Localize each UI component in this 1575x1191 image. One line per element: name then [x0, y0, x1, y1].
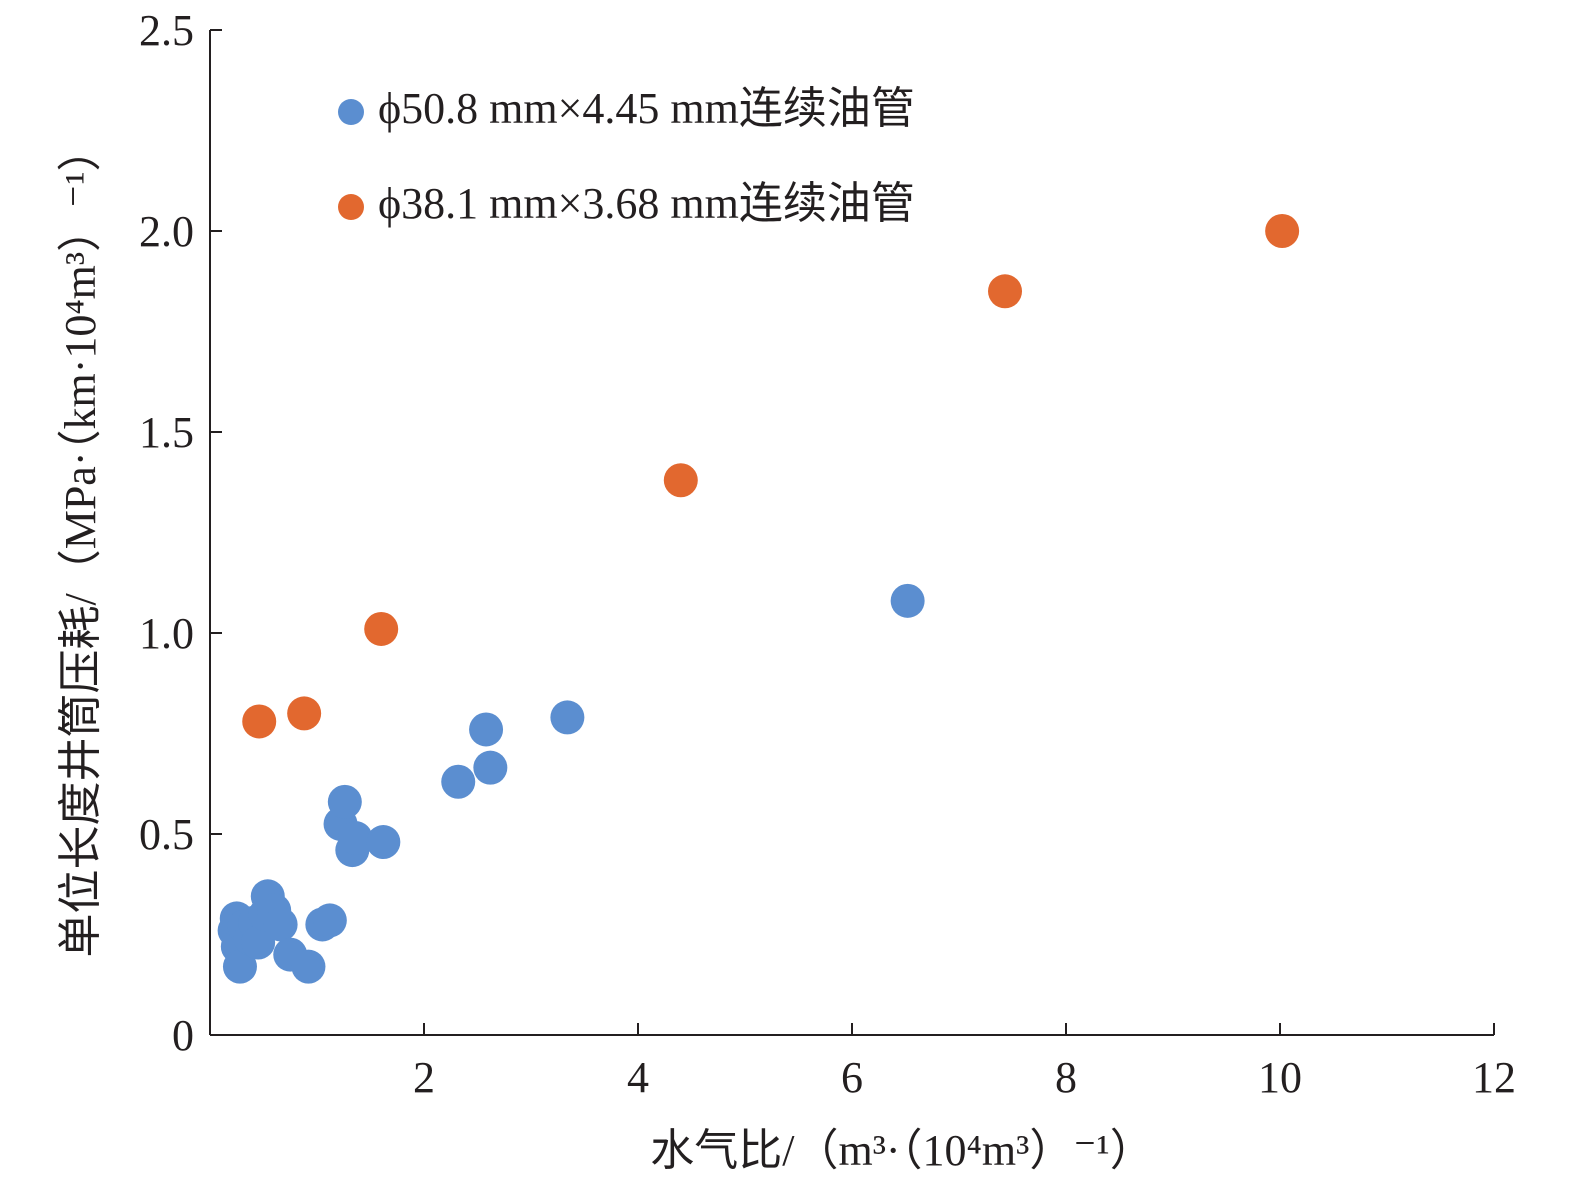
legend: ϕ50.8 mm×4.45 mm连续油管 ϕ38.1 mm×3.68 mm连续油管 [338, 84, 915, 228]
y-tick-label: 2.5 [139, 6, 194, 55]
x-tick-label: 4 [627, 1053, 649, 1102]
axis-titles: 水气比/（m³·（10⁴m³）⁻¹） 单位长度井筒压耗/（MPa·（km·10⁴m… [56, 127, 1154, 1175]
data-point-series-2 [663, 463, 698, 498]
data-point-series-1 [327, 784, 362, 819]
y-tick-label: 1.5 [139, 408, 194, 457]
data-point-series-2 [1265, 214, 1300, 248]
x-tick-label: 12 [1472, 1053, 1516, 1102]
legend-label-series-1: ϕ50.8 mm×4.45 mm连续油管 [378, 84, 915, 133]
data-point-series-1 [338, 821, 373, 856]
data-points [217, 214, 1300, 984]
legend-marker-series-1 [338, 99, 364, 125]
ticks: 0 0.5 1.0 1.5 2.0 2.5 2 4 6 8 10 12 [139, 6, 1516, 1102]
x-tick-label: 10 [1258, 1053, 1302, 1102]
data-point-series-1 [291, 949, 326, 984]
y-axis-title: 单位长度井筒压耗/（MPa·（km·10⁴m³）⁻¹） [56, 127, 105, 957]
legend-marker-series-2 [338, 194, 364, 220]
data-point-series-1 [222, 949, 257, 984]
data-point-series-2 [242, 704, 277, 739]
data-point-series-1 [469, 712, 504, 747]
y-tick-label: 0.5 [139, 810, 194, 859]
y-tick-label: 1.0 [139, 609, 194, 658]
x-axis-title: 水气比/（m³·（10⁴m³）⁻¹） [650, 1126, 1153, 1175]
data-point-series-2 [287, 696, 322, 731]
data-point-series-2 [364, 611, 399, 646]
data-point-series-1 [312, 903, 347, 938]
data-point-series-1 [890, 583, 925, 618]
data-point-series-1 [366, 825, 401, 860]
x-tick-label: 2 [413, 1053, 435, 1102]
y-tick-label: 0 [172, 1011, 194, 1060]
x-tick-label: 8 [1055, 1053, 1077, 1102]
y-tick-label: 2.0 [139, 207, 194, 256]
data-point-series-1 [550, 700, 585, 735]
x-tick-label: 6 [841, 1053, 863, 1102]
data-point-series-1 [473, 750, 508, 785]
data-point-series-1 [263, 907, 298, 942]
legend-label-series-2: ϕ38.1 mm×3.68 mm连续油管 [378, 179, 915, 228]
data-point-series-1 [441, 764, 476, 799]
data-point-series-2 [988, 274, 1023, 309]
